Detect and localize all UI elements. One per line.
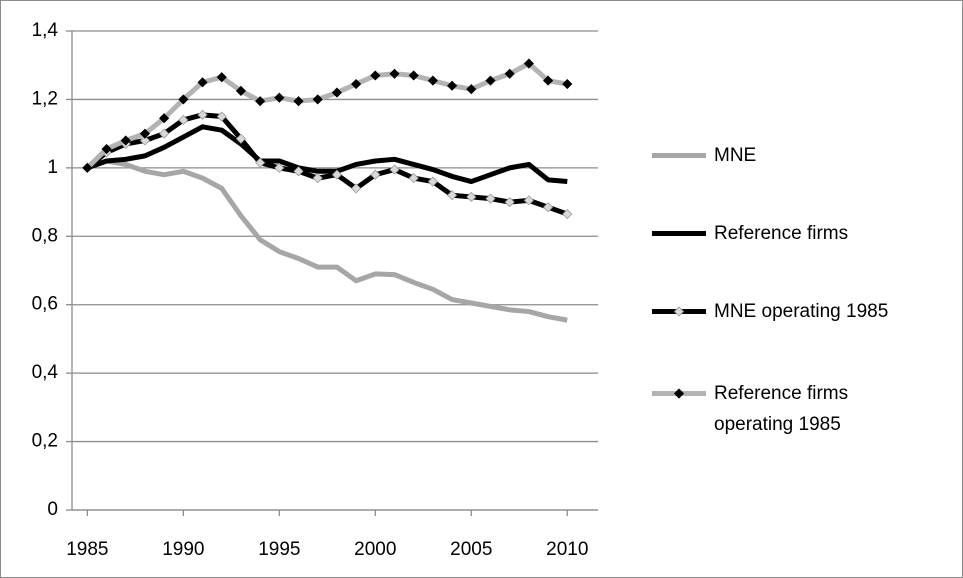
- series-marker: [197, 109, 208, 120]
- y-tick-label: 0,4: [32, 362, 59, 383]
- y-tick-label: 0,2: [32, 431, 58, 452]
- series-marker: [543, 75, 554, 86]
- series-marker: [235, 133, 246, 144]
- series-marker: [504, 197, 515, 208]
- series-marker: [293, 166, 304, 177]
- series-marker: [485, 193, 496, 204]
- series-marker: [255, 157, 266, 168]
- series-marker: [427, 75, 438, 86]
- series-marker: [447, 190, 458, 201]
- legend-entry: MNE: [650, 140, 756, 171]
- legend-label: Reference firms operating 1985: [714, 383, 849, 435]
- series-marker: [139, 135, 151, 146]
- legend-label: MNE operating 1985: [714, 301, 889, 322]
- series-marker: [216, 111, 227, 122]
- series-marker: [408, 173, 419, 184]
- legend-swatch: [652, 388, 706, 399]
- series-marker: [139, 128, 151, 139]
- series-marker: [562, 208, 573, 220]
- series-marker: [312, 173, 323, 184]
- series-marker: [312, 94, 323, 105]
- x-tick-label: 2000: [354, 539, 396, 560]
- x-tick-label: 2005: [450, 539, 492, 560]
- series-marker: [82, 162, 93, 173]
- series-line: [86, 158, 568, 323]
- legend-swatch: [652, 306, 706, 317]
- series-marker: [523, 195, 534, 206]
- legend-entry: Reference firms: [650, 218, 848, 249]
- y-tick-label: 1,4: [32, 20, 59, 41]
- series-marker: [504, 68, 515, 79]
- y-tick-label: 0,8: [32, 225, 58, 246]
- legend-label: MNE: [714, 145, 757, 166]
- series-marker: [389, 164, 400, 175]
- x-tick-label: 1985: [66, 539, 108, 560]
- legend-label: Reference firms: [714, 223, 849, 244]
- series-line: [85, 112, 569, 217]
- series-marker: [274, 162, 285, 173]
- series-marker: [178, 114, 189, 126]
- y-tick-label: 0,6: [32, 294, 58, 315]
- series-marker: [331, 87, 342, 98]
- series-marker: [101, 143, 112, 155]
- series-marker: [293, 96, 304, 107]
- x-tick-label: 2010: [546, 539, 588, 560]
- series-marker: [408, 70, 419, 81]
- series-marker: [523, 58, 534, 69]
- series-marker: [543, 202, 554, 213]
- series-marker: [274, 92, 285, 103]
- series-marker: [255, 96, 266, 107]
- y-tick-label: 1,2: [32, 88, 58, 109]
- x-tick-label: 1990: [162, 539, 204, 560]
- series-marker: [159, 113, 170, 124]
- legend-swatch: [652, 231, 706, 236]
- series-marker: [178, 94, 189, 105]
- y-tick-label: 1: [47, 157, 58, 178]
- y-tick-label: 0: [47, 499, 58, 520]
- series-line: [85, 61, 568, 170]
- series-marker: [466, 191, 477, 203]
- series-marker: [235, 85, 246, 96]
- legend-entry: MNE operating 1985: [650, 296, 888, 327]
- series-line: [86, 124, 568, 185]
- series-marker: [427, 176, 438, 187]
- legend-marker: [673, 306, 685, 317]
- legend-marker: [673, 388, 685, 399]
- legend-entry: Reference firms operating 1985: [650, 378, 914, 440]
- series-marker: [466, 84, 477, 95]
- series-marker: [370, 169, 381, 180]
- series-marker: [216, 72, 227, 83]
- series-marker: [447, 80, 458, 91]
- series-marker: [351, 78, 362, 90]
- series-marker: [159, 128, 170, 139]
- series-marker: [370, 70, 381, 81]
- series-marker: [120, 135, 131, 146]
- x-tick-label: 1995: [258, 539, 300, 560]
- series-marker: [485, 75, 496, 86]
- series-marker: [197, 77, 208, 88]
- series-marker: [389, 68, 400, 79]
- series-marker: [562, 78, 573, 90]
- series-marker: [331, 169, 342, 180]
- legend-swatch: [652, 153, 706, 158]
- series-marker: [351, 183, 362, 194]
